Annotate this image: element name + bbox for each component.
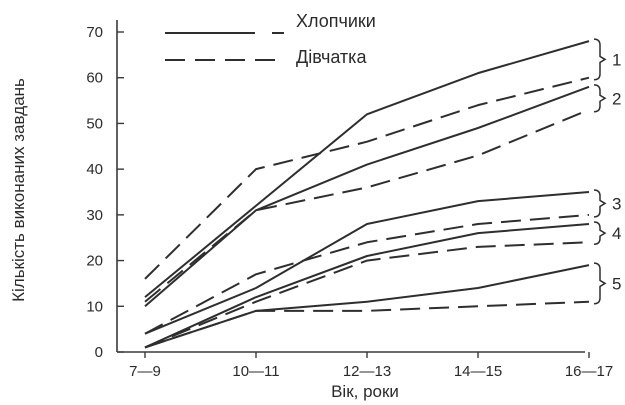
axes — [116, 20, 585, 353]
series-line-group-3-boys — [144, 191, 590, 335]
x-tick-label: 16—17 — [565, 363, 613, 380]
y-tick-label: 0 — [95, 344, 103, 361]
series-line-group-3-girls — [144, 213, 590, 335]
group-bracket-4 — [593, 221, 607, 246]
x-axis-title: Вік, роки — [331, 382, 399, 401]
series-line-group-4-girls — [144, 241, 590, 349]
y-tick-label: 50 — [86, 115, 103, 132]
y-tick-label: 60 — [86, 70, 103, 87]
series-line-group-2-girls — [144, 108, 590, 303]
y-tick-label: 10 — [86, 298, 103, 315]
group-bracket-1 — [593, 38, 607, 81]
group-bracket-2 — [593, 84, 607, 113]
x-tick-label: 10—11 — [232, 363, 279, 380]
series-line-group-4-boys — [144, 223, 590, 349]
y-tick-label: 70 — [86, 24, 103, 41]
series-line-group-1-boys — [144, 40, 590, 298]
group-bracket-5 — [593, 262, 607, 305]
series-line-group-2-boys — [144, 85, 590, 308]
group-label-2: 2 — [612, 89, 621, 108]
group-bracket-3 — [593, 189, 607, 218]
x-tick-label: 14—15 — [454, 363, 502, 380]
group-label-5: 5 — [612, 274, 621, 293]
group-label-1: 1 — [612, 50, 621, 69]
series-line-group-1-girls — [144, 76, 590, 280]
legend: Хлопчики Дівчатка — [165, 11, 376, 67]
series-lines — [144, 40, 590, 349]
group-label-3: 3 — [612, 194, 621, 213]
x-tick-label: 7—9 — [129, 363, 161, 380]
legend-label-boys: Хлопчики — [296, 11, 376, 31]
y-axis-ticks: 0 10 20 30 40 50 60 70 — [86, 24, 124, 361]
y-tick-label: 30 — [86, 207, 103, 224]
x-tick-label: 12—13 — [343, 363, 391, 380]
legend-label-girls: Дівчатка — [296, 47, 367, 67]
x-axis-ticks: 7—9 10—11 12—13 14—15 16—17 — [129, 352, 613, 380]
series-line-group-5-girls — [144, 300, 590, 349]
group-label-4: 4 — [612, 224, 621, 243]
group-brackets: 1 2 3 4 5 — [593, 38, 621, 305]
y-axis-title: Кількість виконаних завдань — [9, 78, 28, 302]
y-tick-label: 20 — [86, 253, 103, 270]
y-tick-label: 40 — [86, 161, 103, 178]
